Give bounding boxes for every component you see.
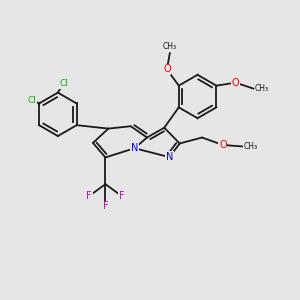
- Text: F: F: [86, 191, 92, 201]
- Text: N: N: [131, 143, 138, 153]
- Text: O: O: [163, 64, 171, 74]
- Text: F: F: [103, 202, 108, 212]
- Text: Cl: Cl: [59, 79, 68, 88]
- Text: CH₃: CH₃: [255, 84, 269, 93]
- Text: CH₃: CH₃: [163, 43, 177, 52]
- Text: Cl: Cl: [27, 96, 36, 105]
- Text: N: N: [166, 152, 173, 162]
- Text: CH₃: CH₃: [244, 142, 258, 151]
- Text: F: F: [119, 191, 124, 201]
- Text: O: O: [219, 140, 226, 150]
- Text: O: O: [232, 78, 239, 88]
